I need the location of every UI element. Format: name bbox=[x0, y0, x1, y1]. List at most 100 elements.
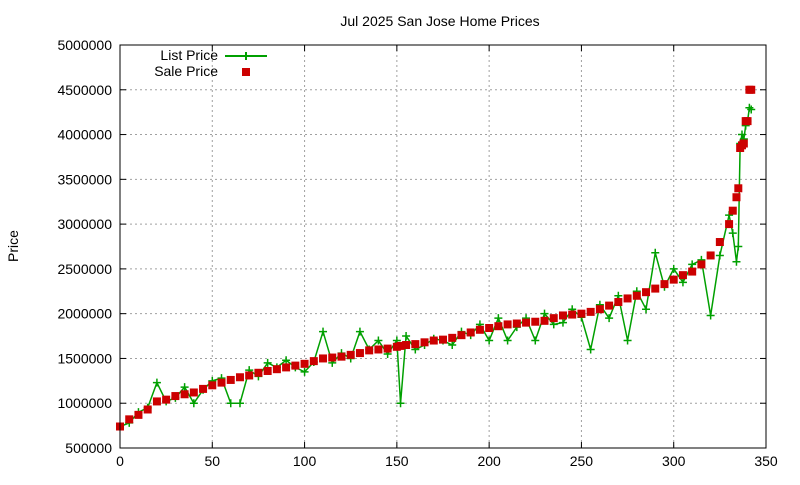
list-price-point bbox=[678, 278, 687, 287]
sale-price-point bbox=[217, 378, 226, 387]
sale-price-point bbox=[632, 291, 641, 300]
sale-price-point bbox=[402, 341, 411, 350]
sale-price-point bbox=[189, 388, 198, 397]
sale-price-point bbox=[466, 328, 475, 337]
y-tick-label: 2500000 bbox=[57, 261, 112, 277]
legend-marker-list bbox=[242, 52, 250, 60]
grid bbox=[120, 45, 766, 448]
sale-price-point bbox=[747, 85, 756, 94]
sale-price-point bbox=[226, 375, 235, 384]
list-price-point bbox=[734, 242, 743, 251]
sale-price-point bbox=[697, 260, 706, 269]
y-tick-label: 1500000 bbox=[57, 350, 112, 366]
y-tick-label: 2000000 bbox=[57, 306, 112, 322]
list-price-point bbox=[396, 399, 405, 408]
list-price-point bbox=[642, 305, 651, 314]
y-tick-label: 4000000 bbox=[57, 127, 112, 143]
sale-price-point bbox=[725, 220, 734, 229]
sale-price-point bbox=[732, 193, 741, 202]
list-price-point bbox=[669, 264, 678, 273]
list-price-point bbox=[558, 318, 567, 327]
list-price-point bbox=[494, 314, 503, 323]
sale-price-point bbox=[282, 363, 291, 372]
list-price-point bbox=[485, 336, 494, 345]
sale-price-point bbox=[365, 346, 374, 355]
sale-price-point bbox=[485, 323, 494, 332]
list-price-point bbox=[235, 399, 244, 408]
sale-price-point bbox=[669, 275, 678, 284]
sale-price-point bbox=[605, 301, 614, 310]
sale-price-point bbox=[642, 288, 651, 297]
sale-price-point bbox=[651, 284, 660, 293]
sale-price-point bbox=[503, 320, 512, 329]
sale-price-point bbox=[623, 294, 632, 303]
legend-label-sale: Sale Price bbox=[154, 63, 218, 79]
sale-price-point bbox=[162, 395, 171, 404]
list-price-point bbox=[745, 103, 754, 112]
y-tick-label: 4500000 bbox=[57, 82, 112, 98]
sale-price-point bbox=[706, 251, 715, 260]
sale-price-point bbox=[254, 368, 263, 377]
y-tick-label: 3000000 bbox=[57, 216, 112, 232]
sale-price-point bbox=[586, 307, 595, 316]
plot-border bbox=[119, 44, 767, 449]
y-tick-label: 1000000 bbox=[57, 395, 112, 411]
legend: List Price Sale Price bbox=[154, 47, 267, 79]
sale-price-point bbox=[420, 338, 429, 347]
list-price-point bbox=[747, 105, 756, 114]
sale-price-point bbox=[272, 365, 281, 374]
list-price-point bbox=[688, 260, 697, 269]
sale-price-point bbox=[355, 349, 364, 358]
list-price-point bbox=[282, 356, 291, 365]
axis-ticks: 500000 1000000 1500000 2000000 2500000 300000… bbox=[57, 37, 777, 469]
list-price-point bbox=[623, 336, 632, 345]
list-price-point bbox=[540, 309, 549, 318]
x-tick-label: 50 bbox=[204, 453, 220, 469]
list-price-point bbox=[728, 229, 737, 238]
x-tick-label: 150 bbox=[385, 453, 409, 469]
sale-price-point bbox=[374, 345, 383, 354]
sale-price-point bbox=[383, 344, 392, 353]
x-tick-label: 200 bbox=[477, 453, 501, 469]
sale-price-point bbox=[396, 341, 405, 350]
sale-price-point bbox=[346, 350, 355, 359]
y-tick-label: 500000 bbox=[65, 440, 112, 456]
legend-marker-sale bbox=[242, 68, 250, 76]
list-price-point bbox=[586, 345, 595, 354]
sale-price-point bbox=[235, 373, 244, 382]
sale-price-point bbox=[439, 335, 447, 344]
sale-price-point bbox=[595, 305, 604, 314]
sale-price-point bbox=[475, 325, 484, 334]
list-price-point bbox=[738, 130, 747, 139]
sale-price-point bbox=[549, 314, 558, 323]
list-price-point bbox=[706, 311, 715, 320]
list-price-point bbox=[605, 314, 614, 323]
list-price-point bbox=[651, 248, 660, 257]
sale-price-point bbox=[171, 392, 180, 401]
sale-price-point bbox=[134, 410, 143, 419]
chart-title: Jul 2025 San Jose Home Prices bbox=[340, 13, 539, 29]
sale-price-point bbox=[263, 366, 272, 375]
sale-price-point bbox=[245, 371, 254, 380]
sale-price-point bbox=[337, 352, 346, 361]
list-price-point bbox=[732, 257, 741, 266]
x-tick-label: 350 bbox=[754, 453, 778, 469]
list-price-point bbox=[189, 399, 198, 408]
sale-price-point bbox=[448, 333, 457, 342]
sale-price-point bbox=[199, 384, 208, 393]
sale-price-point bbox=[688, 267, 697, 276]
sale-price-point bbox=[143, 405, 152, 414]
sale-price-point bbox=[531, 317, 540, 326]
sale-price-point bbox=[739, 139, 748, 148]
list-price-point bbox=[402, 332, 411, 341]
legend-label-list: List Price bbox=[160, 47, 218, 63]
y-tick-label: 3500000 bbox=[57, 171, 112, 187]
sale-price-point bbox=[309, 357, 318, 366]
list-price-point bbox=[180, 383, 189, 392]
sale-price-point bbox=[614, 298, 623, 307]
sale-price-point bbox=[319, 354, 328, 363]
sale-price-point bbox=[457, 331, 466, 340]
x-tick-label: 0 bbox=[116, 453, 124, 469]
list-price-point bbox=[263, 358, 272, 367]
list-price-point bbox=[319, 327, 328, 336]
